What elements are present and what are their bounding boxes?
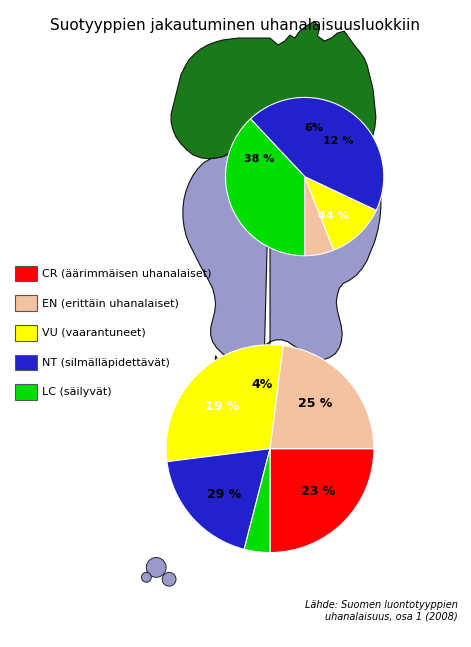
- Wedge shape: [305, 177, 376, 250]
- Text: 4%: 4%: [252, 378, 273, 391]
- Wedge shape: [270, 448, 374, 553]
- Circle shape: [162, 573, 176, 586]
- Wedge shape: [166, 345, 283, 462]
- Text: 23 %: 23 %: [301, 485, 335, 498]
- Wedge shape: [305, 177, 334, 256]
- FancyBboxPatch shape: [15, 295, 37, 311]
- Circle shape: [146, 558, 166, 577]
- FancyBboxPatch shape: [15, 325, 37, 341]
- Text: 6%: 6%: [304, 124, 324, 133]
- Wedge shape: [167, 448, 270, 549]
- FancyBboxPatch shape: [15, 266, 37, 281]
- Polygon shape: [183, 134, 381, 482]
- Text: CR (äärimmäisen uhanalaiset): CR (äärimmäisen uhanalaiset): [42, 269, 212, 278]
- Wedge shape: [251, 98, 384, 210]
- Text: LC (säilyvät): LC (säilyvät): [42, 388, 112, 397]
- Wedge shape: [244, 448, 270, 553]
- Text: NT (silmälläpidettävät): NT (silmälläpidettävät): [42, 358, 171, 367]
- Text: 19 %: 19 %: [204, 400, 239, 413]
- Text: VU (vaarantuneet): VU (vaarantuneet): [42, 328, 146, 338]
- Text: 38 %: 38 %: [244, 153, 274, 164]
- Wedge shape: [226, 119, 305, 256]
- Wedge shape: [270, 345, 374, 448]
- Text: 29 %: 29 %: [207, 488, 242, 501]
- FancyBboxPatch shape: [15, 384, 37, 400]
- Polygon shape: [171, 21, 376, 160]
- Text: Suotyyppien jakautuminen uhanalaisuusluokkiin: Suotyyppien jakautuminen uhanalaisuusluo…: [50, 18, 421, 33]
- Circle shape: [141, 573, 151, 582]
- FancyBboxPatch shape: [15, 355, 37, 371]
- Text: 44 %: 44 %: [318, 212, 349, 221]
- Text: EN (erittäin uhanalaiset): EN (erittäin uhanalaiset): [42, 298, 179, 308]
- Text: Lähde: Suomen luontotyyppien
uhanalaisuus, osa 1 (2008): Lähde: Suomen luontotyyppien uhanalaisuu…: [305, 600, 458, 622]
- Text: 25 %: 25 %: [299, 397, 333, 410]
- Text: 12 %: 12 %: [323, 136, 354, 146]
